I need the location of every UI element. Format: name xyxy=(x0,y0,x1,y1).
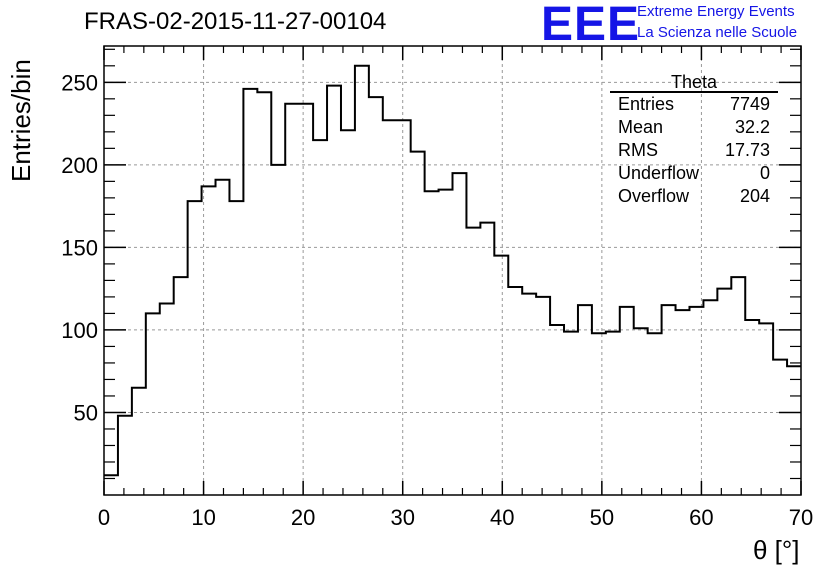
stats-row-underflow: Underflow 0 xyxy=(618,163,770,183)
stats-row-entries: Entries 7749 xyxy=(618,94,770,114)
chart-title: FRAS-02-2015-11-27-00104 xyxy=(84,8,387,35)
stats-row-overflow: Overflow 204 xyxy=(618,186,770,206)
histogram-series-line xyxy=(104,64,801,477)
x-tick-label: 10 xyxy=(191,505,215,530)
x-axis-label: θ [°] xyxy=(753,535,800,565)
y-axis-label: Entries/bin xyxy=(6,59,36,182)
x-tick-label: 50 xyxy=(590,505,614,530)
eee-logo-mark: EEE xyxy=(541,0,641,51)
x-tick-label: 0 xyxy=(98,505,110,530)
stats-row-mean: Mean 32.2 xyxy=(618,117,770,137)
logo-line-1: Extreme Energy Events xyxy=(637,3,795,20)
y-tick-label: 200 xyxy=(61,153,98,178)
x-tick-label: 60 xyxy=(689,505,713,530)
x-tick-label: 40 xyxy=(490,505,514,530)
stats-title: Theta xyxy=(610,70,778,93)
y-tick-label: 250 xyxy=(61,70,98,95)
stats-row-rms: RMS 17.73 xyxy=(618,140,770,160)
x-tick-label: 20 xyxy=(291,505,315,530)
plot-frame xyxy=(103,45,802,496)
x-tick-label: 70 xyxy=(789,505,813,530)
y-tick-labels: 50 100 150 200 250 xyxy=(61,70,98,425)
logo-line-2: La Scienza nelle Scuole xyxy=(637,24,798,41)
y-tick-label: 50 xyxy=(74,400,98,425)
stats-box: Theta Entries 7749 Mean 32.2 RMS 17.73 Unde… xyxy=(610,70,778,208)
x-tick-label: 30 xyxy=(390,505,414,530)
y-tick-label: 100 xyxy=(61,318,98,343)
x-tick-labels: 0 10 20 30 40 50 60 70 xyxy=(98,505,813,530)
y-tick-label: 150 xyxy=(61,235,98,260)
